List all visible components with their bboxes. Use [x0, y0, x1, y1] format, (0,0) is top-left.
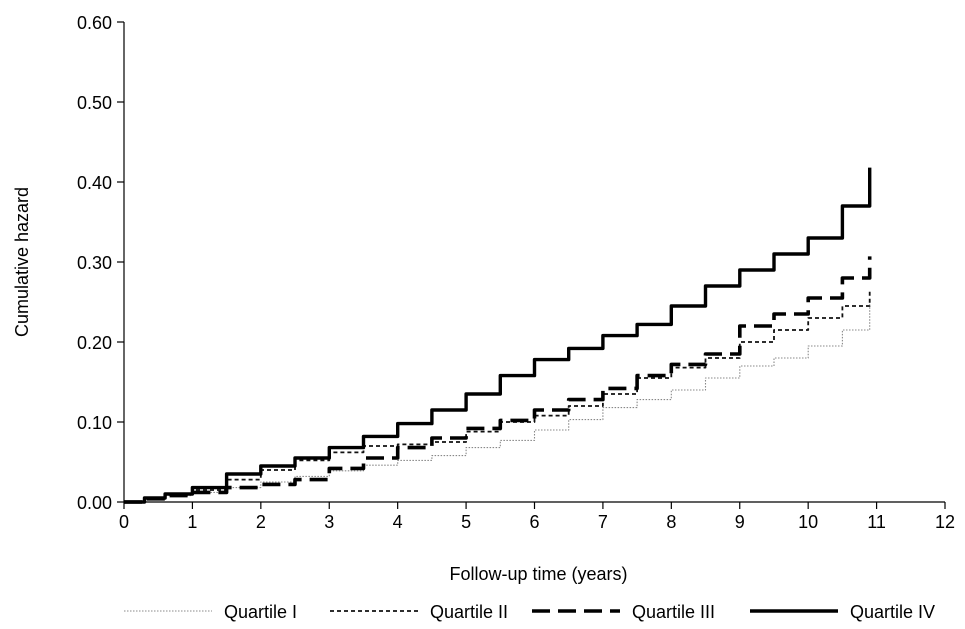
y-tick-label: 0.40 [77, 173, 112, 193]
axes: 0 1 2 3 4 5 6 7 8 9 10 11 12 0.000.100.200.300.400.5… [77, 13, 955, 532]
x-tick-label: 2 [256, 512, 266, 532]
x-axis-ticks: 0 1 2 3 4 5 6 7 8 9 10 11 12 [119, 502, 955, 532]
legend: Quartile I Quartile II Quartile III Quartil… [124, 602, 935, 622]
x-tick-label: 9 [735, 512, 745, 532]
x-tick-label: 5 [461, 512, 471, 532]
legend-label-quartile-4: Quartile IV [850, 602, 935, 622]
x-tick-label: 1 [187, 512, 197, 532]
x-tick-label: 3 [324, 512, 334, 532]
series-line-quartile-3 [124, 256, 872, 504]
x-tick-label: 11 [867, 512, 886, 532]
y-tick-label: 0.60 [77, 13, 112, 33]
y-tick-label: 0.50 [77, 93, 112, 113]
x-tick-label: 4 [393, 512, 403, 532]
series-line-quartile-4 [124, 167, 872, 504]
legend-label-quartile-3: Quartile III [632, 602, 715, 622]
series-line-quartile-2 [124, 291, 871, 503]
x-axis-label: Follow-up time (years) [449, 564, 627, 584]
y-axis-ticks: 0.00 0.10 0.20 0.30 0.40 0.50 0.60 [77, 13, 124, 513]
x-tick-label: 7 [598, 512, 608, 532]
y-tick-label: 0.20 [77, 333, 112, 353]
x-tick-label: 10 [798, 512, 818, 532]
x-tick-label: 12 [935, 512, 955, 532]
y-axis-label: Cumulative hazard [12, 187, 32, 337]
x-tick-label: 8 [666, 512, 676, 532]
x-tick-label: 6 [529, 512, 539, 532]
legend-label-quartile-2: Quartile II [430, 602, 508, 622]
x-tick-label: 0 [119, 512, 129, 532]
plot-area [124, 167, 872, 504]
y-tick-label: 0.30 [77, 253, 112, 273]
legend-label-quartile-1: Quartile I [224, 602, 297, 622]
y-tick-label: 0.00 [77, 493, 112, 513]
y-tick-label: 0.10 [77, 413, 112, 433]
